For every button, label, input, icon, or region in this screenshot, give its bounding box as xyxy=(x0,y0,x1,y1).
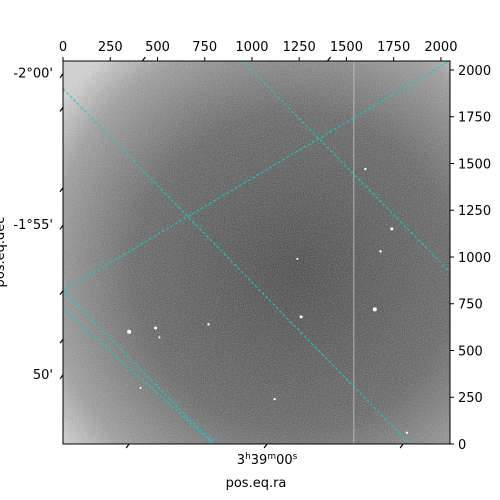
ra-tick-mark xyxy=(125,443,130,449)
y-axis-label: pos.eq.dec xyxy=(0,217,8,288)
grid-line xyxy=(63,308,215,444)
grid-line xyxy=(63,290,215,444)
star xyxy=(390,227,394,231)
ra-value-part: 3 xyxy=(237,453,245,468)
dec-tick-label: -2°00' xyxy=(13,67,53,82)
right-tick-label: 750 xyxy=(458,298,483,313)
star xyxy=(405,431,409,434)
top-tick-label: 500 xyxy=(145,40,170,55)
ra-unit-superscript: m xyxy=(267,452,276,462)
grid-line xyxy=(63,88,411,444)
dec-tick-mark xyxy=(59,224,64,230)
top-tick-label: 2000 xyxy=(424,40,457,55)
star xyxy=(154,326,158,330)
top-tick-label: 0 xyxy=(59,40,67,55)
right-tick-label: 2000 xyxy=(458,64,491,79)
dec-minor-tick xyxy=(59,290,64,296)
x-axis-label: pos.eq.ra xyxy=(226,476,287,491)
top-tick-label: 1750 xyxy=(377,40,410,55)
top-tick-label: 750 xyxy=(192,40,217,55)
star xyxy=(273,397,276,401)
top-tick-label: 1000 xyxy=(235,40,268,55)
bottom-ra-axis: 3h39m00s xyxy=(125,56,404,468)
plot-frame xyxy=(62,60,451,445)
dec-tick-mark xyxy=(59,374,64,380)
top-pixel-axis: 0 250 500 750 1000 1250 1500 1750 2000 xyxy=(59,40,457,61)
star xyxy=(299,315,303,319)
star xyxy=(127,329,132,334)
right-tick-label: 1500 xyxy=(458,157,491,172)
dec-minor-tick xyxy=(59,107,64,112)
wcs-grid-layer xyxy=(63,61,450,444)
grid-line xyxy=(63,61,450,292)
ra-value-part: 00 xyxy=(276,453,293,468)
ra-top-tick-mark xyxy=(141,56,146,62)
right-tick-label: 0 xyxy=(458,438,466,453)
ra-value-part: 39 xyxy=(251,453,268,468)
dec-minor-tick xyxy=(59,187,64,193)
right-tick-label: 500 xyxy=(458,344,483,359)
ra-unit-superscript: s xyxy=(293,452,298,462)
star xyxy=(207,323,210,326)
right-tick-label: 250 xyxy=(458,391,483,406)
ra-unit-superscript: h xyxy=(245,452,251,462)
star xyxy=(158,336,161,339)
right-tick-label: 1000 xyxy=(458,251,491,266)
left-dec-axis: -2°00' -1°55' 50' xyxy=(13,67,64,383)
ra-tick-mark xyxy=(399,443,404,449)
dec-tick-label: 50' xyxy=(33,368,53,383)
top-tick-label: 250 xyxy=(98,40,123,55)
bad-column xyxy=(353,61,355,444)
stars-layer xyxy=(127,167,409,434)
ra-tick-mark xyxy=(263,443,268,449)
right-pixel-axis: 0 250 500 750 1000 1250 1500 1750 2000 xyxy=(450,64,491,453)
sky-noise xyxy=(63,61,450,444)
right-tick-label: 1250 xyxy=(458,204,491,219)
star xyxy=(139,386,142,389)
star xyxy=(296,257,299,260)
top-tick-label: 1250 xyxy=(283,40,316,55)
image-area xyxy=(63,61,450,444)
dec-tick-label: -1°55' xyxy=(13,218,53,233)
right-tick-label: 1750 xyxy=(458,111,491,126)
top-tick-label: 1500 xyxy=(330,40,363,55)
dec-minor-tick xyxy=(59,338,64,344)
star xyxy=(364,167,367,171)
star xyxy=(372,307,377,312)
star xyxy=(379,250,382,253)
dec-tick-mark xyxy=(59,73,64,79)
ra-tick-label: 3h39m00s xyxy=(237,452,298,468)
ra-top-tick-mark xyxy=(327,56,332,62)
grid-line xyxy=(242,61,450,273)
